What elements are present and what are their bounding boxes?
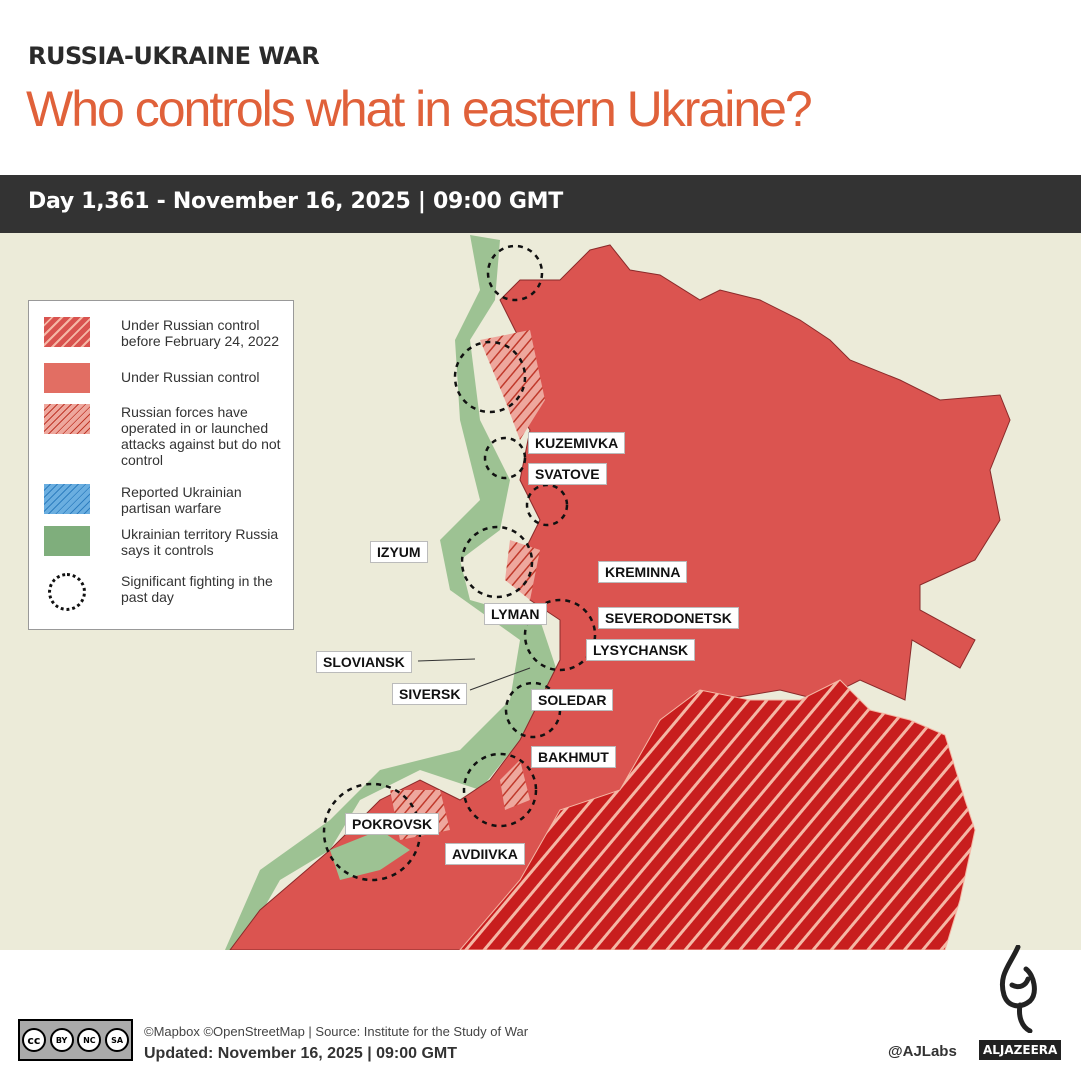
fighting-circle bbox=[486, 244, 544, 302]
legend: Under Russian control before February 24… bbox=[28, 300, 294, 630]
aljazeera-calligraphy-logo bbox=[1000, 945, 1037, 1033]
fighting-circle bbox=[525, 483, 569, 527]
place-label: BAKHMUT bbox=[531, 746, 616, 768]
leader-line bbox=[417, 658, 476, 662]
cc-icon: cc bbox=[21, 1028, 46, 1052]
legend-item: Significant fighting in the past day bbox=[44, 573, 281, 611]
red-swatch bbox=[44, 363, 90, 393]
place-label: SVATOVE bbox=[528, 463, 607, 485]
place-label: SOLEDAR bbox=[531, 689, 614, 711]
map-svg bbox=[225, 235, 1011, 950]
page-title: Who controls what in eastern Ukraine? bbox=[26, 81, 813, 137]
fighting-circle bbox=[523, 598, 597, 672]
kicker: RUSSIA-UKRAINE WAR bbox=[28, 42, 320, 70]
place-label: IZYUM bbox=[370, 541, 428, 563]
pre-2022-russian-area bbox=[459, 679, 976, 950]
leader-line bbox=[469, 667, 531, 691]
fighting-circle bbox=[462, 752, 538, 828]
place-label: POKROVSK bbox=[345, 813, 440, 835]
red-hatch-swatch bbox=[44, 317, 90, 347]
place-label: SLOVIANSK bbox=[316, 651, 412, 673]
aj-handle: @AJLabs bbox=[888, 1043, 957, 1060]
date-bar: Day 1,361 - November 16, 2025 | 09:00 GM… bbox=[0, 175, 1081, 233]
ukrainian-claimed-pokrovsk bbox=[330, 830, 410, 880]
legend-item: Russian forces have operated in or launc… bbox=[44, 404, 306, 468]
ukrainian-claimed-area bbox=[225, 235, 560, 950]
credits: ©Mapbox ©OpenStreetMap | Source: Institu… bbox=[144, 1024, 529, 1039]
place-label: SEVERODONETSK bbox=[598, 607, 739, 629]
updated-timestamp: Updated: November 16, 2025 | 09:00 GMT bbox=[144, 1045, 458, 1062]
place-label: LYMAN bbox=[484, 603, 547, 625]
legend-item: Reported Ukrainian partisan warfare bbox=[44, 484, 281, 516]
aljazeera-logo: ALJAZEERA bbox=[979, 1040, 1062, 1060]
cc-license-badge: cc BY NC SA bbox=[18, 1019, 133, 1061]
legend-item: Ukrainian territory Russia says it contr… bbox=[44, 526, 291, 558]
place-label: KREMINNA bbox=[598, 561, 688, 583]
fighting-circle bbox=[453, 340, 527, 414]
legend-item: Under Russian control before February 24… bbox=[44, 317, 293, 349]
blue-hatch-swatch bbox=[44, 484, 90, 514]
fighting-circle bbox=[460, 525, 534, 599]
place-label: LYSYCHANSK bbox=[586, 639, 696, 661]
place-label: SIVERSK bbox=[392, 683, 468, 705]
place-label: KUZEMIVKA bbox=[528, 432, 626, 454]
green-swatch bbox=[44, 526, 90, 556]
dashed-circle-icon bbox=[48, 573, 86, 611]
light-red-hatch-swatch bbox=[44, 404, 90, 434]
legend-item: Under Russian control bbox=[44, 363, 260, 393]
fighting-circles bbox=[322, 244, 597, 882]
contested-area bbox=[390, 330, 545, 840]
place-label: AVDIIVKA bbox=[445, 843, 525, 865]
fighting-circle bbox=[483, 436, 527, 480]
